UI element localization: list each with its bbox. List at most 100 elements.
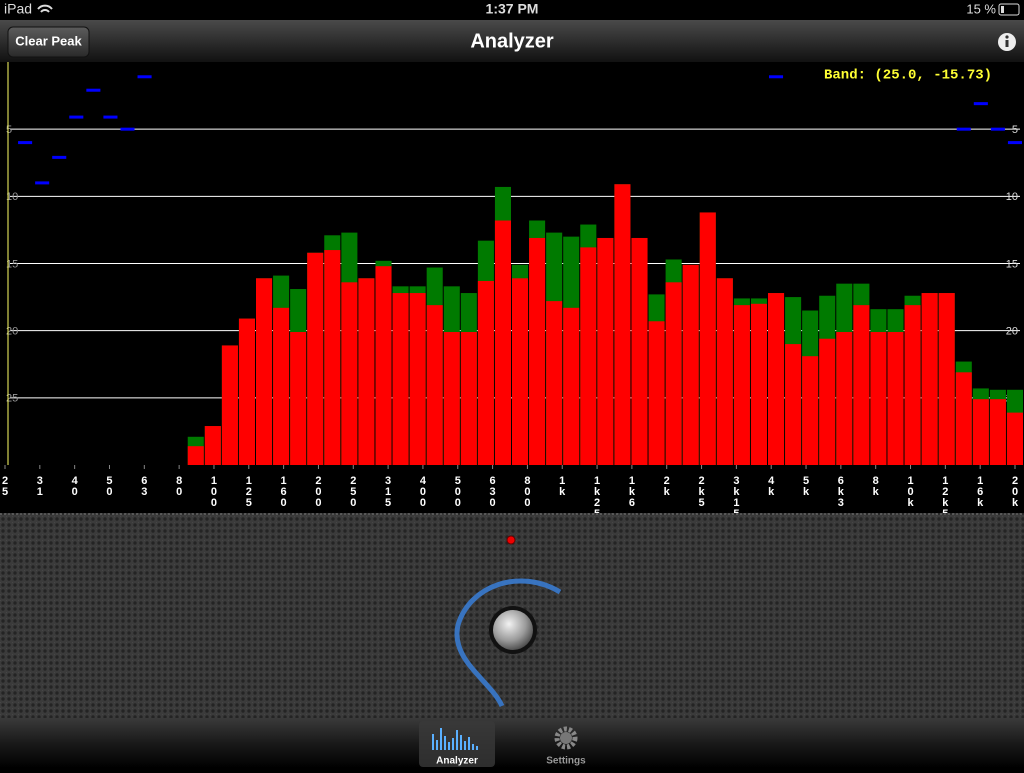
button-label[interactable]: Clear Peak: [15, 33, 82, 48]
peak-marker: [956, 127, 971, 131]
y-tick-label: 15: [1006, 258, 1018, 270]
analyzer-chart: 5510101515202025252531405063801001251602…: [2, 62, 1023, 520]
bar: [989, 399, 1006, 465]
info-glyph: [1005, 40, 1009, 47]
tab-label[interactable]: Analyzer: [436, 756, 478, 767]
settings-tab[interactable]: Settings: [546, 726, 586, 767]
bar: [904, 305, 921, 465]
nav-bar: [0, 20, 1024, 62]
bar: [187, 446, 204, 465]
y-tick-label: 20: [1006, 326, 1018, 338]
peak-marker: [137, 75, 152, 79]
bar: [290, 332, 307, 465]
peak-marker: [973, 102, 988, 106]
bar: [375, 266, 392, 465]
knob-arc: [454, 578, 562, 708]
bar: [614, 184, 631, 465]
bar: [750, 303, 767, 465]
y-tick-label: 15: [6, 258, 18, 270]
bar: [819, 338, 836, 465]
y-tick-label: 5: [1012, 124, 1018, 136]
peak-marker: [103, 115, 118, 119]
peak-marker: [69, 115, 84, 119]
peak-marker: [86, 88, 101, 92]
settings-icon-core: [560, 732, 572, 744]
battery-level: [1001, 6, 1004, 13]
bar: [716, 278, 733, 465]
y-tick-label: 10: [6, 191, 18, 203]
bar: [682, 264, 699, 465]
battery-label: 15 %: [966, 1, 996, 16]
tab-bar: [0, 718, 1024, 768]
y-tick-label: 5: [6, 124, 12, 136]
peak-marker: [35, 181, 50, 185]
battery-icon: [998, 3, 1020, 16]
tab-label[interactable]: Settings: [546, 756, 586, 767]
bar: [665, 282, 682, 465]
bar: [768, 293, 785, 465]
bar: [870, 332, 887, 465]
bar: [273, 307, 290, 465]
bar: [443, 332, 460, 465]
peak-marker: [990, 127, 1005, 131]
bar: [494, 220, 511, 465]
bar: [477, 280, 494, 465]
knob[interactable]: [493, 610, 533, 650]
bar: [324, 250, 341, 465]
bar: [597, 237, 614, 465]
bar: [853, 305, 870, 465]
bar: [955, 372, 972, 465]
bar: [256, 278, 273, 465]
bar: [648, 321, 665, 465]
clear-peak-button[interactable]: Clear Peak: [7, 26, 90, 58]
bar: [733, 305, 750, 465]
peak-marker: [52, 155, 67, 159]
bar: [512, 278, 529, 465]
bar: [699, 212, 716, 465]
bar: [802, 356, 819, 465]
info-button[interactable]: [998, 33, 1016, 51]
bar: [1006, 412, 1023, 465]
bar: [887, 332, 904, 465]
bar: [580, 247, 597, 465]
nav-title: Analyzer: [470, 30, 554, 52]
bar: [631, 237, 648, 465]
bar: [546, 301, 563, 465]
clock: 1:37 PM: [486, 1, 539, 17]
analyzer-icon: [432, 728, 478, 750]
bar: [238, 318, 255, 465]
y-tick-label: 25: [6, 393, 18, 405]
device-label: iPad: [4, 1, 32, 17]
bar: [426, 305, 443, 465]
bar: [392, 293, 409, 465]
bar: [972, 399, 989, 465]
bar: [836, 332, 853, 465]
analyzer-tab[interactable]: Analyzer: [432, 728, 478, 767]
bar: [341, 282, 358, 465]
bar: [529, 237, 546, 465]
